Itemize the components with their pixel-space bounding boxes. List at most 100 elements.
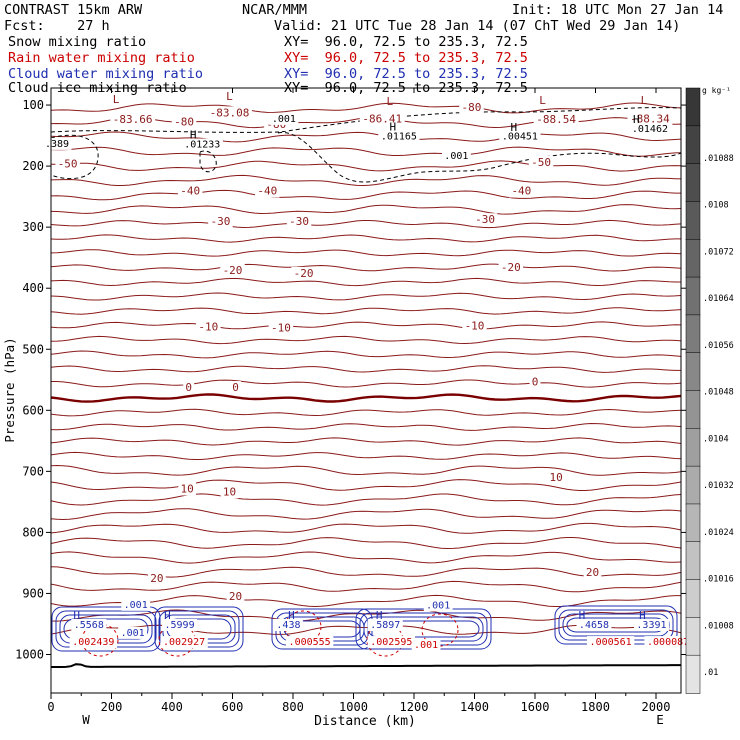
temperature-label: -30: [210, 215, 230, 228]
temperature-contour-line: [50, 174, 682, 187]
colorbar-segment: [685, 654, 701, 694]
colorbar-segment: [685, 617, 701, 656]
value-label: .000555: [289, 637, 331, 648]
temperature-label: 0: [532, 376, 539, 389]
value-label: .3391: [636, 620, 666, 631]
extremum-label: L: [113, 93, 120, 106]
extremum-label: H: [390, 120, 397, 133]
value-label: .000561: [590, 637, 632, 648]
temperature-contours: [50, 102, 682, 668]
snow-contour: [50, 107, 682, 133]
temperature-contour-line: [50, 522, 682, 534]
temperature-label-bg: [286, 215, 312, 229]
colorbar-segment: [685, 87, 701, 127]
temperature-label: -40: [257, 185, 277, 198]
value-label-bg: [42, 137, 72, 150]
temperature-contour-line: [50, 307, 682, 315]
x-tick-label: 200: [101, 700, 123, 714]
value-label: .5897: [370, 620, 400, 631]
temperature-label: 10: [181, 482, 194, 495]
temperature-label: -50: [531, 156, 551, 169]
temperature-label: -86.41: [362, 112, 402, 125]
west-label: W: [82, 712, 90, 727]
temperature-label: -20: [223, 264, 243, 277]
colorbar-label: .01024: [703, 528, 734, 538]
temperature-contour-line: [50, 580, 682, 593]
temperature-label-bg: [178, 482, 196, 496]
temperature-contour-line: [50, 189, 681, 201]
x-tick-label: 1400: [460, 700, 489, 714]
temperature-label-bg: [230, 381, 241, 395]
colorbar-label: .01008: [703, 621, 734, 631]
value-label-bg: [423, 599, 453, 612]
extremum-label: L: [226, 90, 233, 103]
extremum-label: H: [639, 609, 646, 622]
value-label-bg: [633, 618, 669, 631]
temperature-label-bg: [226, 589, 245, 603]
temperature-label-bg: [359, 112, 405, 126]
field-name-rain: Rain water mixing ratio: [8, 50, 195, 66]
header-title: CONTRAST 15km ARW: [4, 2, 143, 18]
colorbar-segment: [685, 465, 701, 505]
extremum-label: L: [386, 95, 393, 108]
temperature-label-bg: [183, 381, 195, 395]
value-label-bg: [69, 636, 118, 649]
colorbar-segment: [685, 163, 701, 203]
colorbar-label: .01056: [703, 341, 734, 351]
y-tick-label: 900: [22, 586, 44, 600]
temperature-label-bg: [196, 320, 221, 334]
cloud-water-contour: [154, 606, 244, 652]
temperature-label: -50: [58, 158, 78, 171]
x-tick-label: 800: [282, 700, 304, 714]
temperature-contour-line: [50, 219, 682, 229]
temperature-contour-line: [50, 263, 682, 272]
y-tick-label: 400: [22, 281, 44, 295]
x-tick-label: 1000: [339, 700, 368, 714]
x-axis-label: Distance (km): [314, 714, 416, 729]
temperature-label-bg: [207, 106, 252, 120]
temperature-label: -40: [511, 185, 531, 198]
temperature-label-bg: [498, 260, 524, 274]
value-label: .001: [272, 114, 296, 125]
temperature-contour-line: [50, 321, 682, 330]
temperature-contour-line: [50, 365, 681, 373]
temperature-contour-line: [50, 131, 682, 143]
temperature-contour-line: [50, 146, 682, 157]
header-fcst: Fcst: 27 h: [4, 18, 110, 34]
colorbar-segment: [685, 352, 701, 392]
y-tick-label: 1000: [15, 648, 44, 662]
colorbar-segment: [685, 125, 701, 165]
y-axis-label: Pressure (hPa): [2, 337, 17, 442]
temperature-contour-line: [50, 422, 682, 431]
cloud-water-contour: [562, 613, 670, 637]
temperature-label-bg: [220, 485, 239, 499]
value-label: .001: [121, 628, 145, 639]
value-label: .01233: [184, 140, 220, 151]
colorbar-segment: [685, 541, 701, 581]
field-xy-snow: XY= 96.0, 72.5 to 235.3, 72.5: [284, 34, 528, 50]
temperature-label: 10: [223, 485, 236, 498]
extremum-label: H: [73, 609, 80, 622]
temperature-contour-line: [50, 204, 682, 215]
temperature-label-bg: [462, 319, 487, 333]
snow-contour: [50, 134, 99, 180]
value-label-bg: [269, 112, 299, 125]
value-label-bg: [162, 618, 198, 631]
temperature-contour-line: [50, 537, 682, 550]
value-label-bg: [285, 636, 334, 649]
value-label-bg: [576, 618, 612, 631]
temperature-contour-line: [50, 393, 682, 403]
y-tick-label: 100: [22, 98, 44, 112]
value-label: .389: [45, 139, 69, 150]
y-tick-label: 300: [22, 220, 44, 234]
value-label-bg: [441, 150, 471, 163]
header-valid: Valid: 21 UTC Tue 28 Jan 14 (07 ChT Wed …: [274, 18, 681, 34]
colorbar: .01088 .0108 .01072 .01064 .01056 .01048 .0104…: [685, 87, 734, 694]
temperature-label: -80: [174, 116, 194, 129]
x-tick-label: 1200: [400, 700, 429, 714]
x-tick-label: 600: [222, 700, 244, 714]
plot-frame: [50, 87, 682, 694]
value-label-bg: [274, 618, 303, 631]
value-label-bg: [644, 636, 692, 649]
temperature-contour-line: [50, 249, 682, 257]
